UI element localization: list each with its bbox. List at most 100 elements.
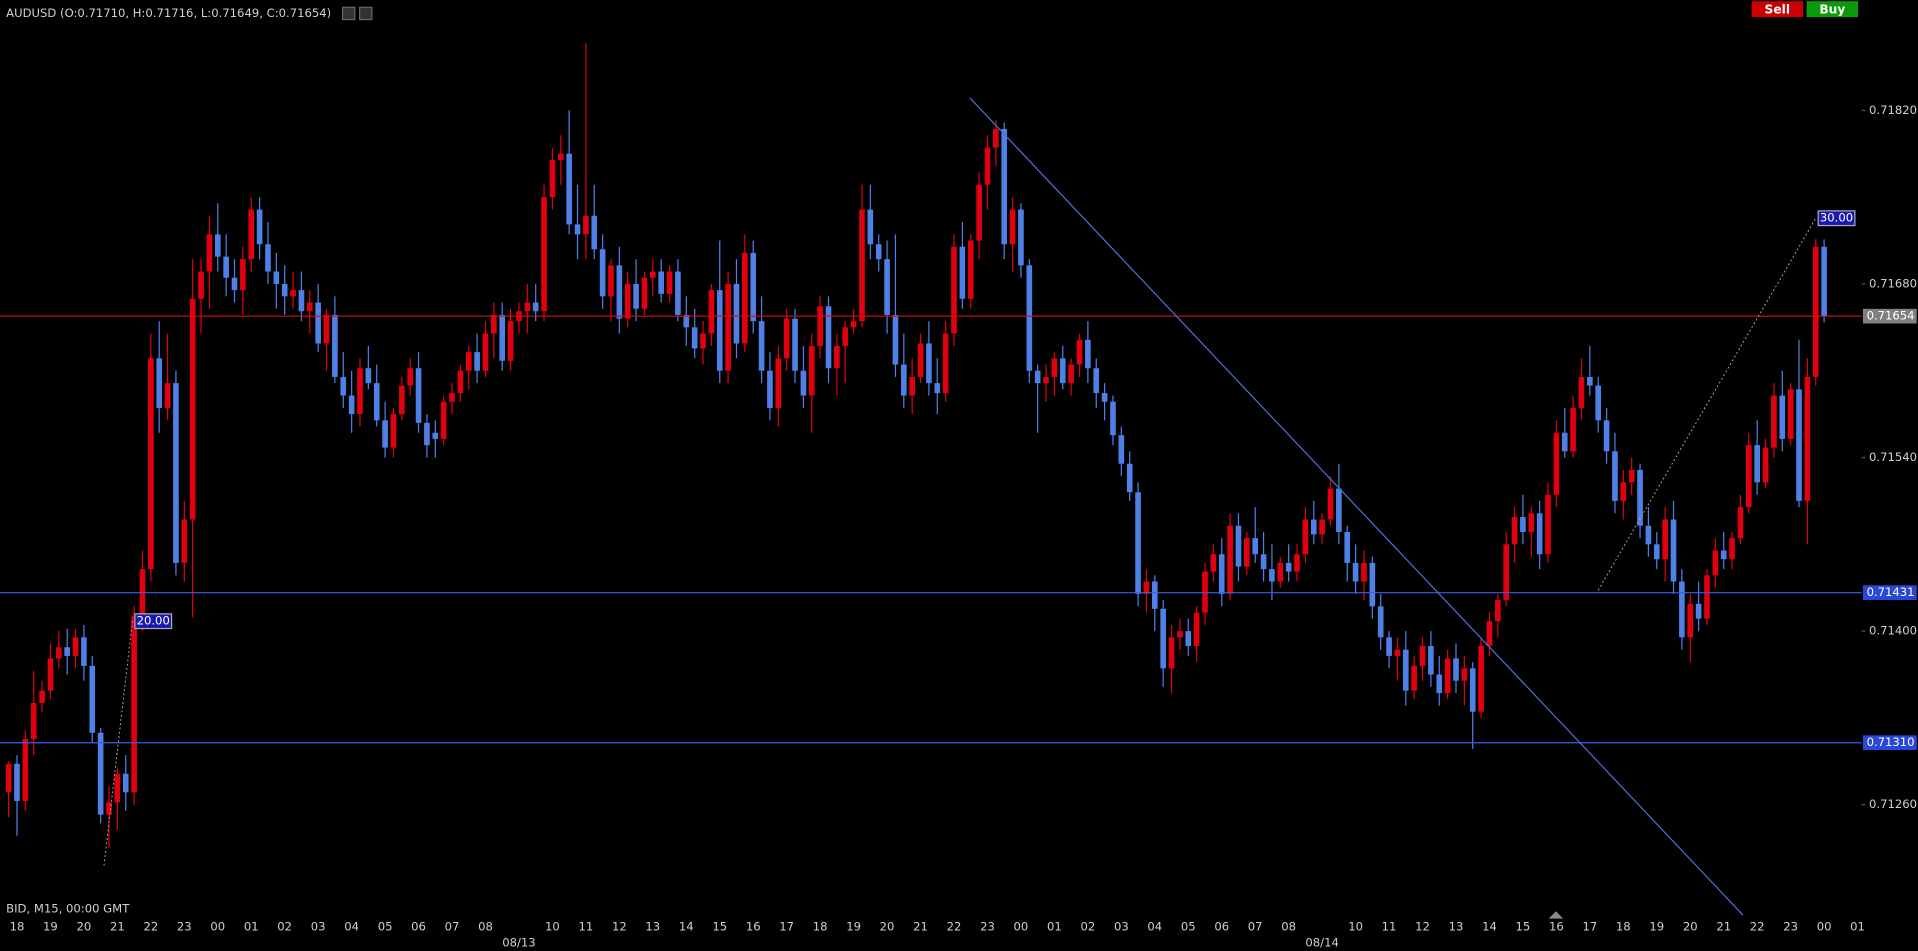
candle-body xyxy=(658,271,665,294)
candle-body xyxy=(942,333,949,394)
candle-body xyxy=(817,306,823,346)
candle-body xyxy=(1771,395,1777,448)
measure-line xyxy=(1597,217,1817,591)
price-line-box xyxy=(1862,585,1917,601)
x-tick-label: 19 xyxy=(43,920,58,934)
candle-body xyxy=(1034,370,1041,384)
candle-body xyxy=(742,252,748,344)
candle-body xyxy=(1428,645,1434,675)
candle-body xyxy=(1637,469,1643,526)
candle-body xyxy=(399,385,405,415)
x-tick-label: 05 xyxy=(378,920,393,934)
candle-body xyxy=(591,215,598,250)
candle-body xyxy=(900,364,907,396)
x-tick-label: 17 xyxy=(1582,920,1597,934)
candle-body xyxy=(382,420,388,448)
candle-body xyxy=(1486,621,1493,646)
button-label[interactable]: Sell xyxy=(1765,2,1790,16)
candle-body xyxy=(1461,668,1468,681)
candle-body xyxy=(1495,600,1501,622)
candle-body xyxy=(290,290,296,297)
candle-body xyxy=(532,302,539,312)
candle-body xyxy=(1704,575,1710,619)
candle-body xyxy=(499,314,506,361)
measure-label: 30.00 xyxy=(1820,211,1853,225)
candle-body xyxy=(1085,339,1091,369)
x-tick-label: 01 xyxy=(244,920,259,934)
y-tick-label: 0.71540 xyxy=(1869,450,1917,464)
candle-body xyxy=(1645,525,1652,545)
candle-body xyxy=(1352,562,1359,582)
x-tick-label: 11 xyxy=(1382,920,1397,934)
candle-body xyxy=(959,246,966,299)
y-tick-label: 0.71400 xyxy=(1869,624,1917,638)
price-line-label: 0.71431 xyxy=(1867,585,1915,599)
candle-body xyxy=(298,290,305,312)
x-tick-label: 13 xyxy=(645,920,660,934)
x-tick-label: 03 xyxy=(311,920,326,934)
x-tick-label: 20 xyxy=(880,920,895,934)
candle-body xyxy=(223,256,229,278)
x-tick-label: 19 xyxy=(846,920,861,934)
icon[interactable] xyxy=(359,6,373,21)
candle-body xyxy=(683,314,690,328)
candle-body xyxy=(1821,246,1827,317)
candle-body xyxy=(758,321,765,371)
candle-body xyxy=(917,343,924,377)
x-tick-label: 08 xyxy=(478,920,493,934)
candle-body xyxy=(1444,658,1451,694)
candle-body xyxy=(1336,488,1342,532)
marker xyxy=(1548,911,1564,919)
candle-body xyxy=(783,318,790,359)
footer: BID, M15, 00:00 GMT xyxy=(6,901,130,915)
x-tick-label: 16 xyxy=(1549,920,1564,934)
candle-body xyxy=(583,215,589,235)
candle-body xyxy=(390,414,397,448)
candle-body xyxy=(1160,608,1166,669)
candle-body xyxy=(1720,550,1727,560)
candle-body xyxy=(1126,463,1133,493)
x-tick-label: 08 xyxy=(1281,920,1296,934)
button[interactable] xyxy=(1806,1,1859,18)
candle-body xyxy=(1377,606,1384,638)
button[interactable] xyxy=(1751,1,1803,18)
candle-body xyxy=(340,376,347,396)
candle-body xyxy=(1135,492,1141,594)
candle-body xyxy=(1260,554,1267,570)
candle-body xyxy=(1469,668,1476,712)
candle-body xyxy=(407,368,414,386)
candle-body xyxy=(1578,376,1585,408)
x-tick-label: 11 xyxy=(578,920,593,934)
candle-body xyxy=(173,383,179,563)
candle-body xyxy=(457,370,464,394)
candle-body xyxy=(549,159,556,198)
icon[interactable] xyxy=(341,6,356,21)
candle-body xyxy=(557,153,564,160)
candle-body xyxy=(256,209,263,245)
candle-body xyxy=(1294,554,1300,572)
candle-body xyxy=(97,732,104,815)
trend-line xyxy=(969,97,1744,916)
x-tick-label: 06 xyxy=(411,920,426,934)
x-tick-label: 22 xyxy=(1750,920,1765,934)
candle-body xyxy=(875,244,882,260)
candle-body xyxy=(323,314,330,344)
candle-body xyxy=(1018,209,1024,266)
candle-body xyxy=(1612,451,1618,501)
candle-body xyxy=(1746,445,1752,508)
x-tick-label: 12 xyxy=(1415,920,1430,934)
candle-body xyxy=(675,271,681,315)
candle-body xyxy=(1754,445,1760,483)
y-tick-label: 0.71680 xyxy=(1869,276,1917,290)
x-tick-label: 04 xyxy=(1147,920,1162,934)
candle-body xyxy=(1511,517,1518,545)
candle-body xyxy=(55,647,62,659)
candle-body xyxy=(725,283,731,371)
price-line-label: 0.71654 xyxy=(1867,309,1915,323)
candle-body xyxy=(5,763,12,793)
candle-body xyxy=(465,352,472,371)
candle-body xyxy=(306,302,313,312)
candle-body xyxy=(1302,519,1309,555)
button-label[interactable]: Buy xyxy=(1819,2,1845,16)
